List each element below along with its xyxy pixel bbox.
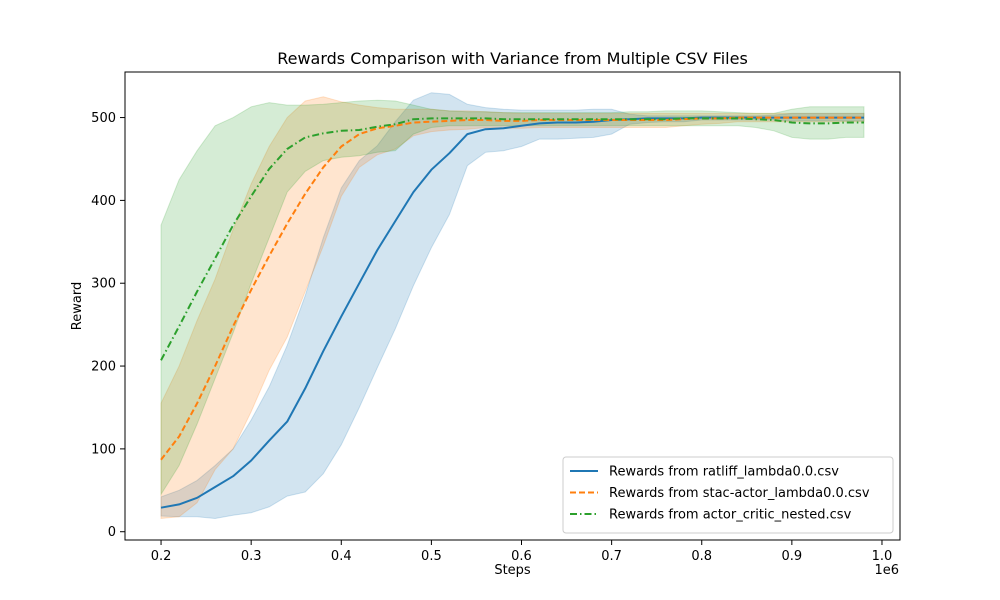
y-tick-label: 400 xyxy=(91,194,116,209)
plot-frame xyxy=(124,71,901,541)
variance-band-3 xyxy=(160,99,865,497)
x-tick-label: 0.7 xyxy=(601,549,622,564)
x-tick-label: 0.9 xyxy=(782,549,803,564)
x-tick-label: 0.3 xyxy=(241,549,262,564)
legend: Rewards from ratliff_lambda0.0.csv Reward… xyxy=(562,456,894,534)
x-tick-label: 1.0 xyxy=(872,549,893,564)
series-line-3 xyxy=(160,117,864,361)
legend-box xyxy=(562,456,894,534)
legend-label-1: Rewards from ratliff_lambda0.0.csv xyxy=(609,465,839,480)
x-tick-label: 0.2 xyxy=(151,549,172,564)
x-tick-label: 0.4 xyxy=(331,549,352,564)
y-tick-label: 500 xyxy=(91,111,116,126)
chart-title: Rewards Comparison with Variance from Mu… xyxy=(277,49,748,68)
x-tick-label: 0.5 xyxy=(421,549,442,564)
variance-band-1 xyxy=(160,92,865,520)
x-axis-offset-label: 1e6 xyxy=(874,563,899,578)
y-tick-label: 200 xyxy=(91,360,116,375)
x-axis-label: Steps xyxy=(494,563,531,578)
y-axis-label: Reward xyxy=(70,282,85,330)
y-tick-label: 0 xyxy=(108,525,116,540)
y-tick-label: 300 xyxy=(91,277,116,292)
series-line-1 xyxy=(160,116,864,509)
y-axis-ticks: 0 100 200 300 400 500 xyxy=(91,111,125,540)
series-lines xyxy=(160,116,864,509)
y-tick-label: 100 xyxy=(91,442,116,457)
x-axis-ticks: 0.2 0.3 0.4 0.5 0.6 0.7 0.8 0.9 1.0 xyxy=(151,540,893,564)
legend-label-3: Rewards from actor_critic_nested.csv xyxy=(609,508,852,523)
variance-bands xyxy=(160,92,865,520)
legend-label-2: Rewards from stac-actor_lambda0.0.csv xyxy=(609,486,870,501)
x-tick-label: 0.6 xyxy=(511,549,532,564)
x-tick-label: 0.8 xyxy=(691,549,712,564)
